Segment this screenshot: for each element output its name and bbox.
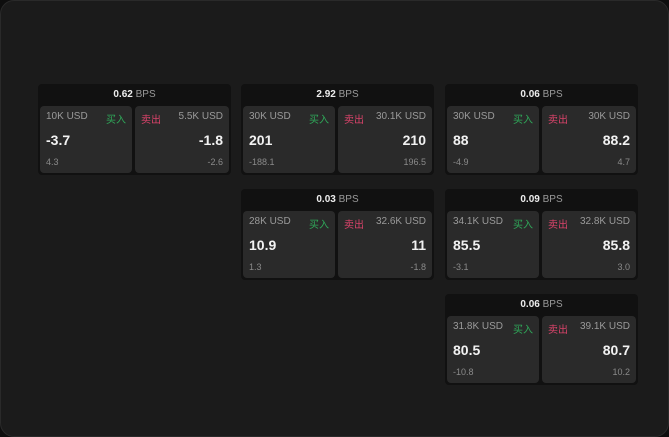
buy-cell[interactable]: 30K USD 买入 201 -188.1 <box>243 106 335 173</box>
bid-price: 80.5 <box>453 342 481 358</box>
sell-cell[interactable]: 卖出 5.5K USD -1.8 -2.6 <box>135 106 229 173</box>
sell-label: 卖出 <box>344 115 364 126</box>
bid-price: 201 <box>249 132 273 148</box>
sell-label: 卖出 <box>548 115 568 126</box>
buy-label: 买入 <box>513 220 533 231</box>
bid-change: 1.3 <box>249 262 262 272</box>
spread-unit: BPS <box>542 299 563 310</box>
spread-value: 0.09 <box>520 194 540 205</box>
buy-cell[interactable]: 10K USD 买入 -3.7 4.3 <box>40 106 132 173</box>
quote-card: 0.06 BPS 31.8K USD 买入 80.5 -10.8 卖出 39.1K … <box>445 294 638 385</box>
bid-change: 4.3 <box>46 157 59 167</box>
ask-size: 32.8K USD <box>579 216 630 227</box>
ask-size: 30K USD <box>588 111 630 122</box>
spread-unit: BPS <box>542 194 563 205</box>
quote-card: 0.03 BPS 28K USD 买入 10.9 1.3 卖出 32.6K USD … <box>241 189 434 280</box>
ask-change: 4.7 <box>617 157 630 167</box>
spread-value: 0.03 <box>316 194 336 205</box>
buy-cell[interactable]: 28K USD 买入 10.9 1.3 <box>243 211 335 278</box>
ask-change: 10.2 <box>612 367 630 377</box>
sell-label: 卖出 <box>548 325 568 336</box>
ask-size: 32.6K USD <box>375 216 426 227</box>
sell-cell[interactable]: 卖出 30K USD 88.2 4.7 <box>542 106 636 173</box>
ask-price: 11 <box>411 237 426 253</box>
spread-value: 2.92 <box>316 89 336 100</box>
buy-cell[interactable]: 34.1K USD 买入 85.5 -3.1 <box>447 211 539 278</box>
spread-unit: BPS <box>338 89 359 100</box>
spread-header: 0.03 BPS <box>241 189 434 210</box>
ask-price: 80.7 <box>602 342 630 358</box>
bid-size: 28K USD <box>249 216 291 227</box>
spread-unit: BPS <box>542 89 563 100</box>
sell-label: 卖出 <box>141 115 161 126</box>
bid-change: -10.8 <box>453 367 474 377</box>
sell-label: 卖出 <box>548 220 568 231</box>
bid-size: 30K USD <box>453 111 495 122</box>
quote-card: 2.92 BPS 30K USD 买入 201 -188.1 卖出 30.1K US… <box>241 84 434 175</box>
bid-size: 10K USD <box>46 111 88 122</box>
quote-card: 0.09 BPS 34.1K USD 买入 85.5 -3.1 卖出 32.8K U… <box>445 189 638 280</box>
spread-value: 0.62 <box>113 89 133 100</box>
ask-size: 30.1K USD <box>375 111 426 122</box>
ask-price: 210 <box>402 132 426 148</box>
bid-change: -188.1 <box>249 157 275 167</box>
sell-cell[interactable]: 卖出 30.1K USD 210 196.5 <box>338 106 432 173</box>
buy-label: 买入 <box>106 115 126 126</box>
sell-cell[interactable]: 卖出 39.1K USD 80.7 10.2 <box>542 316 636 383</box>
ask-change: 196.5 <box>403 157 426 167</box>
buy-cell[interactable]: 30K USD 买入 88 -4.9 <box>447 106 539 173</box>
spread-header: 0.62 BPS <box>38 84 231 105</box>
bid-change: -3.1 <box>453 262 469 272</box>
spread-unit: BPS <box>338 194 359 205</box>
sell-cell[interactable]: 卖出 32.8K USD 85.8 3.0 <box>542 211 636 278</box>
ask-price: 85.8 <box>602 237 630 253</box>
spread-header: 0.06 BPS <box>445 294 638 315</box>
buy-label: 买入 <box>309 220 329 231</box>
buy-label: 买入 <box>513 115 533 126</box>
sell-label: 卖出 <box>344 220 364 231</box>
ask-change: 3.0 <box>617 262 630 272</box>
spread-header: 2.92 BPS <box>241 84 434 105</box>
spread-unit: BPS <box>135 89 156 100</box>
ask-price: -1.8 <box>198 132 223 148</box>
ask-change: -2.6 <box>207 157 223 167</box>
bid-price: -3.7 <box>46 132 71 148</box>
ask-size: 39.1K USD <box>579 321 630 332</box>
sell-cell[interactable]: 卖出 32.6K USD 11 -1.8 <box>338 211 432 278</box>
bid-size: 30K USD <box>249 111 291 122</box>
spread-value: 0.06 <box>520 89 540 100</box>
ask-size: 5.5K USD <box>178 111 223 122</box>
ask-price: 88.2 <box>602 132 630 148</box>
buy-label: 买入 <box>309 115 329 126</box>
spread-header: 0.06 BPS <box>445 84 638 105</box>
bid-change: -4.9 <box>453 157 469 167</box>
spread-header: 0.09 BPS <box>445 189 638 210</box>
bid-price: 10.9 <box>249 237 277 253</box>
bid-size: 34.1K USD <box>453 216 504 227</box>
bid-price: 85.5 <box>453 237 481 253</box>
ask-change: -1.8 <box>410 262 426 272</box>
bid-size: 31.8K USD <box>453 321 504 332</box>
bid-price: 88 <box>453 132 469 148</box>
quote-card: 0.06 BPS 30K USD 买入 88 -4.9 卖出 30K USD 88.… <box>445 84 638 175</box>
buy-label: 买入 <box>513 325 533 336</box>
buy-cell[interactable]: 31.8K USD 买入 80.5 -10.8 <box>447 316 539 383</box>
spread-value: 0.06 <box>520 299 540 310</box>
quote-card: 0.62 BPS 10K USD 买入 -3.7 4.3 卖出 5.5K USD -… <box>38 84 231 175</box>
